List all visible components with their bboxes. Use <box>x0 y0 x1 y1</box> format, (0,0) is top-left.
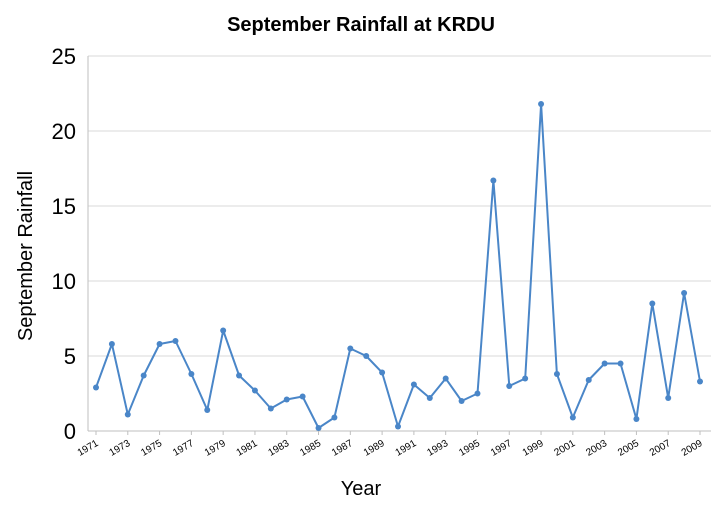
data-point <box>93 384 99 391</box>
x-tick-label: 1991 <box>394 438 419 459</box>
data-point <box>426 395 433 401</box>
data-point <box>379 369 386 376</box>
x-tick-label: 2007 <box>648 438 673 459</box>
data-point <box>299 393 306 400</box>
x-tick-label: 1999 <box>521 438 546 459</box>
data-point <box>585 377 592 383</box>
x-tick-labels: 1971 1973 1975 1977 1979 1981 1983 1985 1987 1989… <box>76 431 705 459</box>
data-point <box>220 327 227 334</box>
data-point <box>681 290 688 296</box>
x-tick-label: 1983 <box>266 438 291 459</box>
data-point <box>283 396 290 403</box>
x-tick-label: 2009 <box>680 438 705 459</box>
data-point <box>633 416 640 422</box>
x-tick-label: 2001 <box>553 438 578 459</box>
x-tick-label: 2005 <box>616 438 641 459</box>
data-point <box>506 383 513 389</box>
x-tick-label: 1987 <box>330 438 355 459</box>
gridlines <box>88 55 711 357</box>
x-tick-label: 1977 <box>171 438 196 459</box>
data-point <box>617 360 624 367</box>
x-tick-label: 1997 <box>489 438 514 459</box>
data-point <box>490 177 497 184</box>
data-point <box>251 387 258 394</box>
x-tick-label: 1993 <box>425 438 450 459</box>
data-point <box>347 345 354 352</box>
data-point <box>474 390 481 397</box>
data-point <box>156 341 163 347</box>
x-tick-label: 1995 <box>457 438 482 459</box>
chart-title: September Rainfall at KRDU <box>227 14 495 36</box>
data-point <box>601 360 608 367</box>
data-point <box>331 414 338 421</box>
y-tick-labels: 0 5 10 15 20 25 <box>52 44 76 444</box>
y-tick-label: 5 <box>64 344 76 369</box>
x-tick-label: 1979 <box>203 438 228 459</box>
data-point <box>458 398 465 404</box>
x-axis-title: Year <box>341 478 382 500</box>
y-axis-title: September Rainfall <box>15 171 37 341</box>
x-tick-label: 2003 <box>584 438 609 459</box>
y-tick-label: 25 <box>52 44 76 69</box>
y-tick-label: 20 <box>52 119 76 144</box>
y-tick-label: 0 <box>64 419 76 444</box>
data-point <box>188 371 195 377</box>
data-point <box>569 414 576 421</box>
data-point <box>410 381 417 388</box>
data-point <box>649 300 656 307</box>
data-point <box>108 341 115 347</box>
x-tick-label: 1973 <box>108 438 133 459</box>
y-tick-label: 15 <box>52 194 76 219</box>
x-tick-label: 1975 <box>139 438 164 459</box>
data-point <box>538 101 545 107</box>
data-point <box>124 411 131 418</box>
data-point <box>665 395 672 401</box>
data-point <box>697 378 703 385</box>
data-point <box>172 338 179 344</box>
rainfall-series <box>93 101 703 431</box>
y-tick-label: 10 <box>52 269 76 294</box>
data-point <box>267 405 274 412</box>
x-tick-label: 1985 <box>298 438 323 459</box>
data-point <box>140 372 147 379</box>
data-point <box>363 353 370 359</box>
data-point <box>442 375 449 382</box>
x-tick-label: 1971 <box>76 438 101 459</box>
data-point <box>553 371 560 377</box>
data-point <box>522 375 529 382</box>
data-point <box>204 407 211 413</box>
x-tick-label: 1989 <box>362 438 387 459</box>
series-line <box>95 103 701 429</box>
data-point <box>315 425 322 431</box>
data-point <box>236 372 243 379</box>
data-point <box>395 423 401 430</box>
x-tick-label: 1981 <box>235 438 260 459</box>
